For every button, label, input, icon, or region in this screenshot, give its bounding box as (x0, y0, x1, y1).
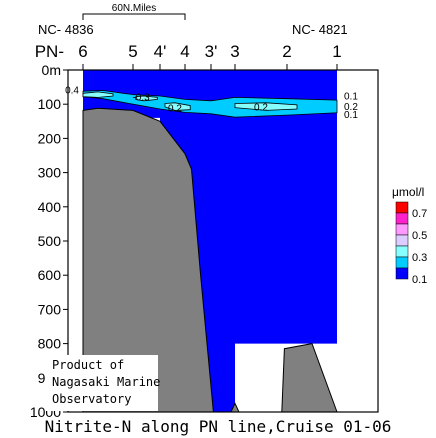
station-id-left: NC- 4836 (38, 22, 94, 37)
chart-title: Nitrite-N along PN line,Cruise 01-06 (45, 417, 392, 436)
legend-swatch (395, 223, 409, 236)
legend-swatch (395, 201, 409, 214)
legend-level: 0.5 (412, 230, 427, 242)
annotations: 60N.Miles Product of Nagasaki Marine Observ… (45, 3, 392, 436)
water-column (83, 70, 337, 412)
y-tick-label: 300 (38, 165, 62, 181)
y-tick-label: 200 (38, 130, 62, 146)
legend: μmol/l 0.7 0.5 0.3 0.1 (392, 185, 427, 286)
credit-line: Observatory (52, 392, 131, 406)
station-label: 2 (282, 42, 291, 61)
seafloor-ridge (281, 343, 338, 413)
legend-unit: μmol/l (392, 185, 424, 199)
line-prefix: PN- (35, 42, 64, 61)
contour-label: 0.1 (344, 92, 358, 103)
contour-labels: 0.4-0.30.2 0.20.10.20.1 (65, 86, 358, 122)
legend-level: 0.1 (412, 274, 427, 286)
y-tick-label: 500 (38, 233, 62, 249)
station-label: 5 (128, 42, 137, 61)
y-tick-label: 800 (38, 336, 62, 352)
contour-band-0.2-3 (234, 102, 298, 111)
legend-swatch (395, 256, 409, 269)
credit-box (46, 355, 158, 411)
water-area (83, 70, 337, 412)
seafloor-group (82, 107, 338, 413)
contour-band-0.2-1 (135, 95, 158, 102)
station-label: 3' (205, 42, 218, 61)
scale-bar-label: 60N.Miles (112, 3, 156, 14)
contour-label: 0.4 (65, 86, 79, 97)
station-labels: 6 5 4' 4 3' 3 2 1 PN- NC- 4836 NC- 4821 (35, 22, 348, 70)
contour-label: 0.1 (344, 110, 358, 121)
y-tick-label: 100 (38, 96, 62, 112)
station-label: 6 (78, 42, 87, 61)
y-tick-label: 700 (38, 301, 62, 317)
legend-swatch (395, 212, 409, 225)
y-tick-label: 600 (38, 267, 62, 283)
station-label: 3 (230, 42, 239, 61)
y-tick-label: 400 (38, 199, 62, 215)
seafloor-shelf (82, 107, 214, 413)
legend-level: 0.3 (412, 252, 427, 264)
contour-label: -0.3 (132, 92, 150, 103)
station-label: 4' (154, 42, 167, 61)
contour-band-0.2-2 (164, 102, 191, 111)
y-tick-label: 0m (42, 62, 61, 78)
station-label: 1 (332, 42, 341, 61)
contour-bands (82, 90, 338, 118)
legend-swatch (395, 234, 409, 247)
legend-swatch (395, 267, 409, 280)
legend-swatch (395, 245, 409, 258)
station-id-right: NC- 4821 (292, 22, 348, 37)
legend-level: 0.7 (412, 208, 427, 220)
contour-label: 0.2 (254, 103, 268, 114)
station-label: 4 (180, 42, 189, 61)
contour-label: 0.2 (344, 102, 358, 113)
scale-bar (82, 13, 186, 20)
credit-line: Product of (52, 358, 124, 372)
contour-band-0.2-0 (82, 91, 114, 98)
credit-line: Nagasaki Marine (52, 375, 160, 389)
contour-label: 0.2 (168, 103, 182, 114)
